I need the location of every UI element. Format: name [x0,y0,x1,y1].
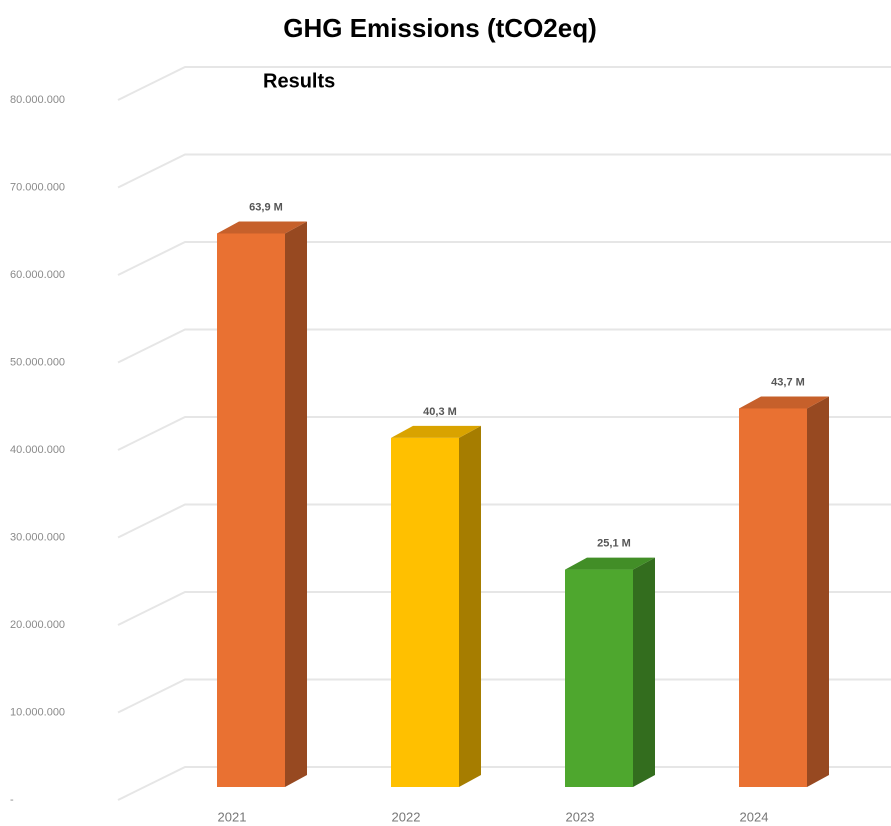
grid-line [117,591,891,626]
bar-side [459,425,481,787]
chart-subtitle: Results [263,70,335,92]
grid-line [117,153,891,189]
y-tick-label: 50.000.000 [10,356,65,368]
x-tick-label: 2023 [566,809,595,824]
grid-line [117,766,891,801]
bar-top [217,221,307,234]
bar [565,569,633,787]
chart-title: GHG Emissions (tCO2eq) [283,13,597,43]
data-label: 63,9 M [249,201,283,213]
y-tick-label: - [10,794,14,806]
x-tick-label: 2024 [740,809,769,824]
bar-top [565,557,655,570]
y-tick-label: 60.000.000 [10,269,65,281]
grid-line [117,328,891,364]
y-tick-label: 20.000.000 [10,619,65,631]
x-tick-label: 2021 [218,809,247,824]
grid-line [117,416,891,451]
y-tick-label: 30.000.000 [10,531,65,543]
y-tick-label: 40.000.000 [10,444,65,456]
data-label: 25,1 M [597,537,631,549]
bar-side [633,557,655,787]
bar-top [391,425,481,438]
y-tick-label: 10.000.000 [10,706,65,718]
bar-side [285,221,307,787]
bar [739,408,807,787]
data-label: 40,3 M [423,406,457,418]
grid-line [117,241,891,276]
bar [391,437,459,787]
data-label: 43,7 M [771,376,805,388]
bar-top [739,396,829,409]
bar-side [807,396,829,787]
grid-line [117,678,891,714]
bar [217,233,285,787]
grid-line [117,503,891,539]
x-tick-label: 2022 [392,809,421,824]
y-tick-label: 80.000.000 [10,94,65,106]
y-tick-label: 70.000.000 [10,181,65,193]
grid-line [117,66,891,101]
